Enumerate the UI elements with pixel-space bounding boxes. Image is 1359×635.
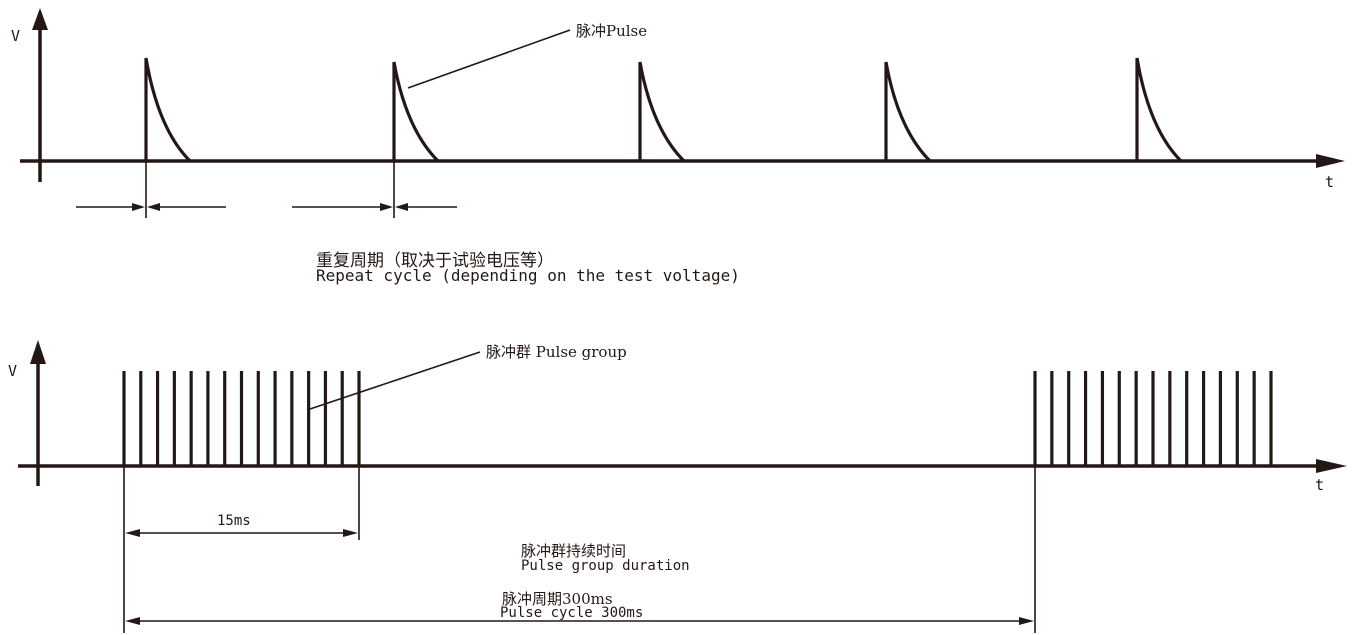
pulse-waveform-3 [638, 61, 686, 163]
repeat-cycle-marker-2 [292, 161, 457, 218]
top-x-axis-arrowhead [1316, 154, 1345, 168]
burst-duration-label: 15ms [217, 513, 251, 529]
pulse-cycle-left-arrowhead [125, 617, 140, 625]
pulse-cycle-label-cn: 脉冲周期300ms [502, 590, 613, 608]
top-pulse-series [144, 57, 1183, 163]
pulse-group-callout-label: 脉冲群 Pulse group [486, 343, 627, 361]
pulse-waveform-5 [1135, 57, 1183, 163]
repeat-cycle-label-en: Repeat cycle (depending on the test volt… [316, 266, 740, 285]
pulse-waveform-1 [144, 57, 192, 163]
burst-duration-left-arrowhead [125, 529, 140, 537]
repeat-cycle-label-cn: 重复周期（取决于试验电压等） [316, 251, 554, 271]
pulse-group-bars [122, 371, 1273, 466]
bottom-x-axis-arrowhead [1316, 459, 1347, 473]
bottom-y-axis-label: V [8, 362, 17, 380]
pulse-cycle-dimension: 脉冲周期300ms Pulse cycle 300ms [125, 590, 1034, 625]
bottom-x-axis-label: t [1315, 476, 1324, 494]
repeat-marker-2-right-arrowhead [395, 203, 408, 211]
top-panel: V t 脉冲Pulse 重复周期（取决于试验电压等） Repeat cycle … [11, 8, 1345, 285]
pulse-cycle-label-en: Pulse cycle 300ms [500, 605, 643, 621]
top-y-axis-arrowhead [32, 8, 48, 30]
pulse-callout-label: 脉冲Pulse [576, 22, 647, 40]
repeat-marker-1-left-arrowhead [132, 203, 145, 211]
bottom-y-axis-arrowhead [30, 340, 46, 364]
pulse-waveform-4 [884, 61, 932, 163]
repeat-marker-1-right-arrowhead [147, 203, 160, 211]
pulse-callout-leader [407, 29, 571, 89]
pulse-waveform-2 [392, 61, 440, 163]
repeat-marker-2-left-arrowhead [380, 203, 393, 211]
top-y-axis-label: V [11, 27, 20, 45]
pulse-group-callout-leader [306, 351, 481, 411]
pulse-cycle-right-arrowhead [1019, 617, 1034, 625]
burst-duration-dimension: 15ms [125, 513, 358, 537]
repeat-cycle-marker-1 [76, 161, 226, 218]
top-x-axis-label: t [1325, 173, 1334, 191]
bottom-panel: V t 脉冲群 Pulse group 15ms 脉冲群持续时间 Pulse g… [8, 340, 1347, 633]
burst-duration-right-arrowhead [343, 529, 358, 537]
group-duration-label-en: Pulse group duration [521, 558, 690, 574]
group-duration-label-cn: 脉冲群持续时间 [521, 542, 626, 560]
